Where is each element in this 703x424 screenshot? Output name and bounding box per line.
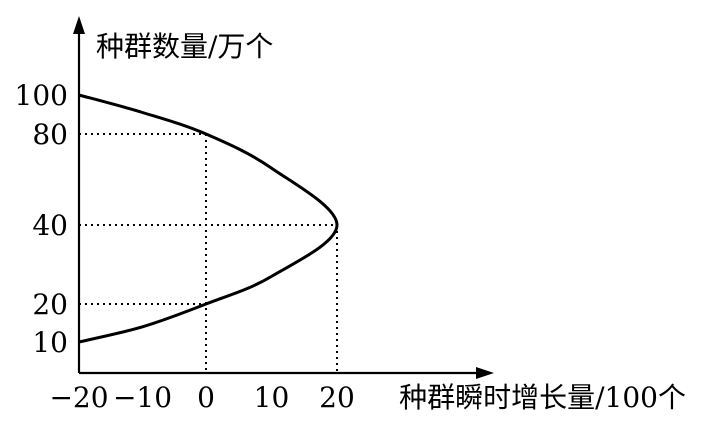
x-axis-title: 种群瞬时增长量/100个: [399, 381, 686, 414]
y-tick-label: 20: [32, 288, 68, 321]
y-tick-label: 40: [32, 209, 68, 242]
x-tick-label: 0: [197, 381, 215, 414]
x-tick-label: −20: [49, 381, 108, 414]
x-tick-label: 10: [254, 381, 290, 414]
y-tick-label: 80: [32, 118, 68, 151]
axes: [73, 16, 494, 379]
x-tick-label: 20: [319, 381, 355, 414]
x-tick-label: −10: [113, 381, 172, 414]
series-line: [78, 93, 339, 344]
y-axis-title: 种群数量/万个: [96, 30, 273, 63]
y-axis-arrow-icon: [73, 16, 85, 34]
tick-labels: 10 20 40 80 100 −20 −10 0 10 20: [15, 79, 355, 414]
y-tick-label: 10: [32, 326, 68, 359]
reference-guides: [79, 133, 338, 373]
y-tick-label: 100: [15, 79, 68, 112]
x-axis-arrow-icon: [476, 367, 494, 379]
series-curve: [78, 93, 339, 344]
